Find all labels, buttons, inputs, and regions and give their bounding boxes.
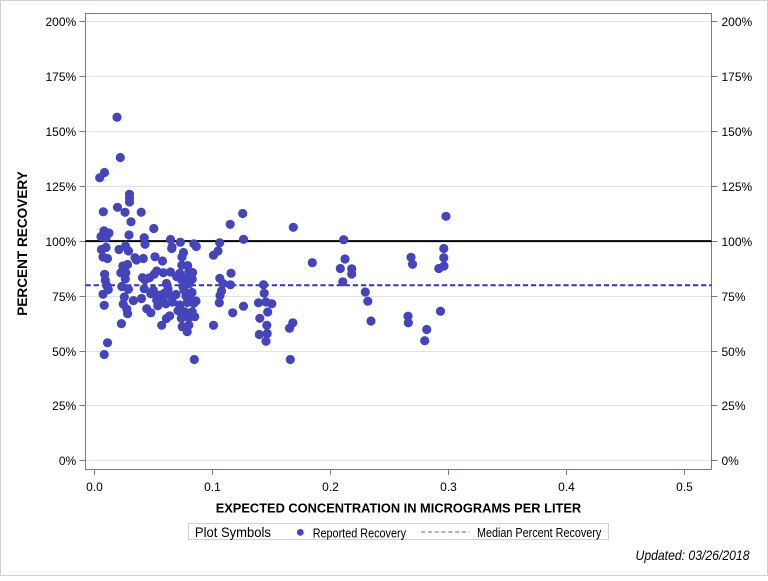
svg-text:0.1: 0.1 xyxy=(204,480,221,494)
svg-text:50%: 50% xyxy=(722,345,746,359)
svg-text:50%: 50% xyxy=(52,345,76,359)
svg-text:EXPECTED CONCENTRATION IN MICR: EXPECTED CONCENTRATION IN MICROGRAMS PER… xyxy=(216,500,582,515)
svg-text:PERCENT RECOVERY: PERCENT RECOVERY xyxy=(14,171,30,316)
svg-text:175%: 175% xyxy=(722,70,753,84)
svg-text:25%: 25% xyxy=(52,399,76,413)
svg-text:0%: 0% xyxy=(722,454,740,468)
svg-text:125%: 125% xyxy=(722,180,753,194)
svg-text:0.5: 0.5 xyxy=(676,480,693,494)
svg-text:Plot Symbols: Plot Symbols xyxy=(195,524,271,540)
svg-text:0.0: 0.0 xyxy=(86,480,103,494)
svg-text:Reported Recovery: Reported Recovery xyxy=(313,525,407,540)
svg-text:100%: 100% xyxy=(722,235,753,249)
svg-text:0.4: 0.4 xyxy=(558,480,575,494)
svg-text:125%: 125% xyxy=(45,180,76,194)
svg-text:100%: 100% xyxy=(45,235,76,249)
svg-text:175%: 175% xyxy=(45,70,76,84)
svg-text:150%: 150% xyxy=(45,125,76,139)
svg-text:200%: 200% xyxy=(722,15,753,29)
svg-text:0.2: 0.2 xyxy=(322,480,339,494)
svg-text:75%: 75% xyxy=(722,290,746,304)
svg-text:200%: 200% xyxy=(45,15,76,29)
svg-text:Median Percent Recovery: Median Percent Recovery xyxy=(477,525,602,540)
svg-text:75%: 75% xyxy=(52,290,76,304)
svg-text:0%: 0% xyxy=(59,454,77,468)
svg-text:Updated: 03/26/2018: Updated: 03/26/2018 xyxy=(636,547,750,563)
svg-text:0.3: 0.3 xyxy=(440,480,457,494)
svg-text:25%: 25% xyxy=(722,399,746,413)
svg-text:150%: 150% xyxy=(722,125,753,139)
